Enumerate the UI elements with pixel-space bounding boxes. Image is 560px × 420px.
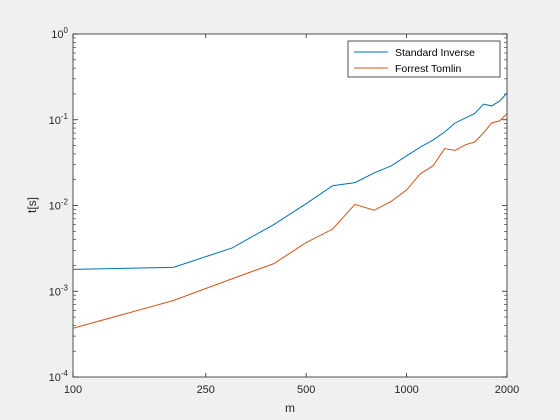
y-tick-label-base: 10	[49, 115, 61, 127]
y-tick-label: 10-1	[49, 112, 69, 127]
y-tick-label-base: 10	[49, 372, 61, 384]
y-tick-label: 10-2	[49, 198, 69, 213]
y-tick-label-exponent: 0	[64, 26, 69, 35]
legend-label-standard-inverse: Standard Inverse	[395, 47, 475, 59]
y-tick-label-exponent: -2	[61, 198, 69, 207]
y-tick-label-base: 10	[49, 201, 61, 213]
x-tick-label: 1000	[394, 384, 418, 396]
axis-ticks	[72, 33, 508, 378]
x-tick-label: 500	[297, 384, 315, 396]
x-tick-label: 2000	[495, 384, 519, 396]
y-tick-label-exponent: -3	[61, 283, 69, 292]
series-layer	[72, 92, 508, 329]
y-tick-label: 10-4	[49, 369, 69, 384]
x-tick-label: 250	[197, 384, 215, 396]
y-tick-label-base: 10	[51, 29, 63, 41]
x-tick-label: 100	[64, 384, 82, 396]
y-tick-label: 100	[51, 26, 68, 41]
y-axis-label: t[s]	[25, 197, 39, 213]
legend: Standard Inverse Forrest Tomlin	[347, 40, 501, 78]
legend-box	[347, 40, 501, 78]
y-tick-label-exponent: -4	[61, 369, 69, 378]
x-axis-label: m	[285, 401, 295, 415]
series-line-forrest-tomlin	[72, 113, 508, 329]
y-tick-label: 10-3	[49, 283, 69, 298]
series-line-standard-inverse	[72, 92, 508, 270]
plot-area	[72, 33, 508, 378]
x-tick-labels: 100 250 500 1000 2000	[64, 384, 519, 396]
y-tick-label-exponent: -1	[61, 112, 69, 121]
legend-label-forrest-tomlin: Forrest Tomlin	[395, 63, 461, 75]
y-tick-label-base: 10	[49, 286, 61, 298]
